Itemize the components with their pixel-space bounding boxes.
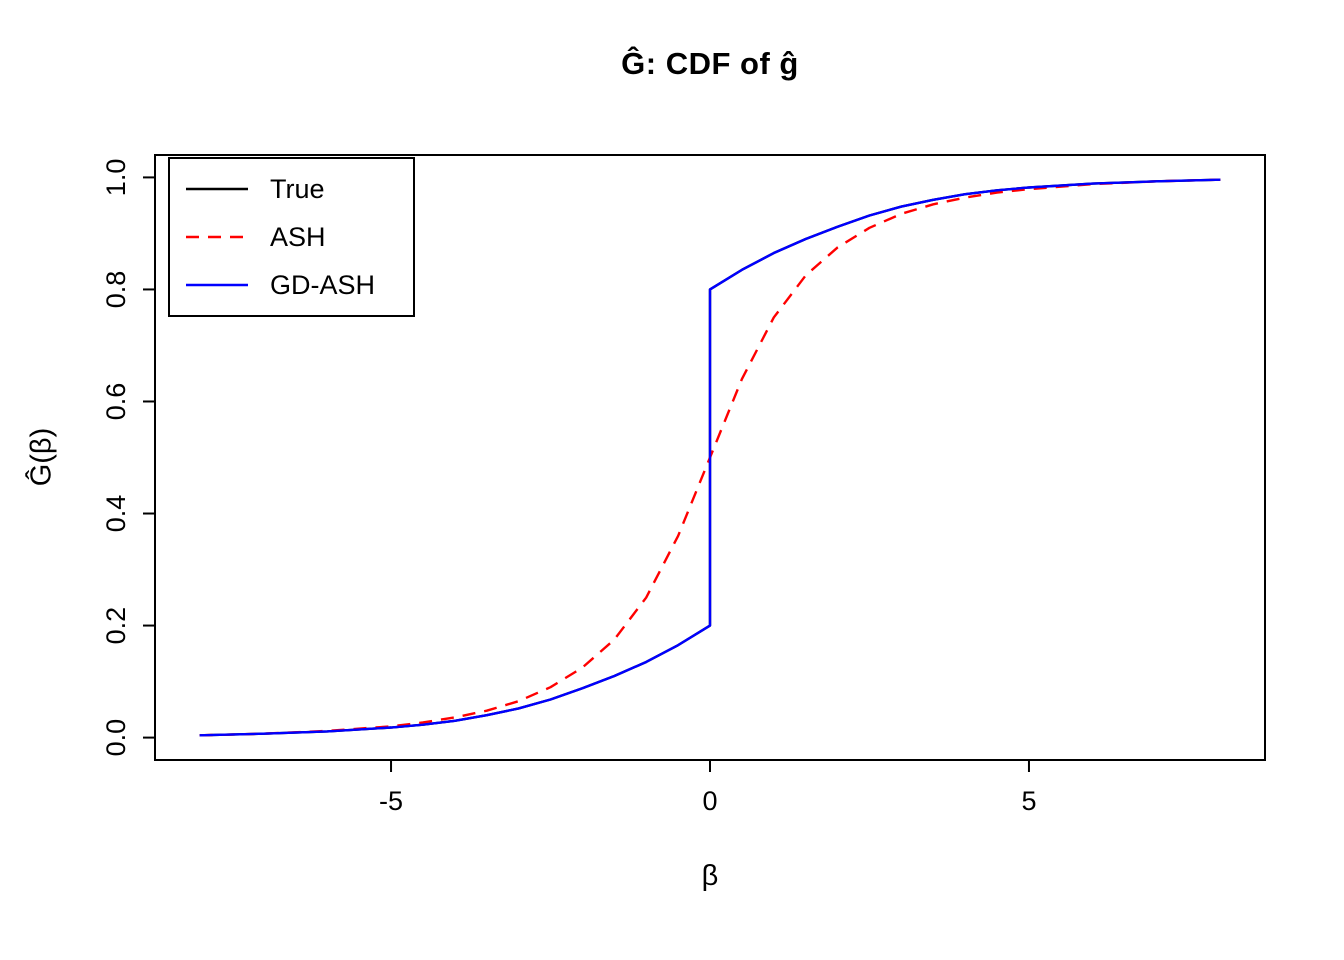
legend-box: True ASH GD-ASH bbox=[168, 157, 415, 317]
legend-line-true bbox=[186, 187, 248, 191]
plot-frame bbox=[154, 154, 1266, 761]
x-axis-label: β bbox=[701, 860, 719, 892]
legend-label-ash: ASH bbox=[270, 221, 326, 252]
legend-line-gd-ash bbox=[186, 283, 248, 287]
y-tick-label: 0.2 bbox=[101, 607, 131, 645]
series-line-gd-ash bbox=[199, 178, 1221, 737]
legend-label-gd-ash: GD-ASH bbox=[270, 269, 376, 300]
x-tick-label: -5 bbox=[379, 786, 403, 816]
y-axis-label: Ĝ(β) bbox=[25, 427, 58, 487]
y-tick-label: 0.4 bbox=[101, 495, 131, 533]
x-tick-label: 0 bbox=[702, 786, 717, 816]
legend-entry-ash: ASH bbox=[170, 213, 413, 261]
legend-entry-true: True bbox=[170, 165, 413, 213]
legend-entry-gd-ash: GD-ASH bbox=[170, 261, 413, 309]
y-tick-label: 0.8 bbox=[101, 271, 131, 309]
y-tick-label: 1.0 bbox=[101, 159, 131, 197]
y-tick-label: 0.0 bbox=[101, 719, 131, 757]
chart-title: Ĝ: CDF of ĝ bbox=[621, 46, 799, 81]
legend-label-true: True bbox=[270, 173, 325, 204]
x-tick-label: 5 bbox=[1021, 786, 1036, 816]
y-tick-label: 0.6 bbox=[101, 383, 131, 421]
legend-line-ash bbox=[186, 235, 248, 239]
